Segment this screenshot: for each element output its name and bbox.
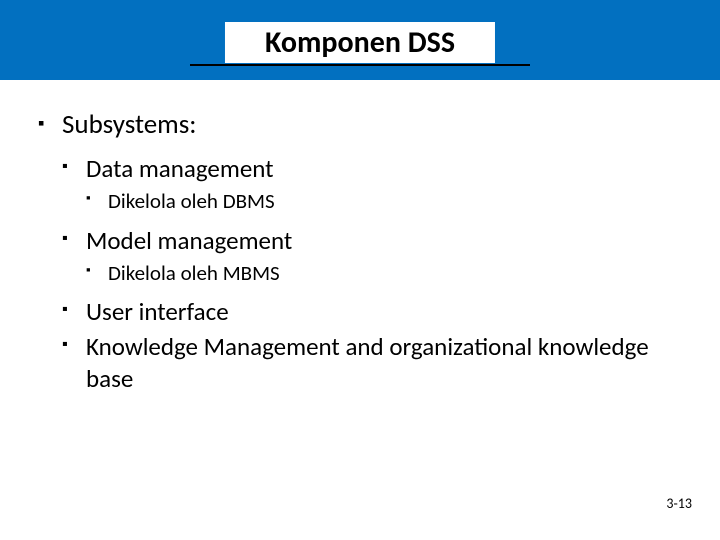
- bullet-list-lvl2: Data management Dikelola oleh DBMS Model…: [62, 153, 682, 394]
- bullet-mbms: Dikelola oleh MBMS: [86, 260, 682, 286]
- bullet-text: Subsystems:: [62, 108, 197, 141]
- bullet-user-interface: User interface: [62, 296, 682, 327]
- bullet-text: Model management: [86, 225, 292, 256]
- bullet-text: User interface: [86, 296, 229, 327]
- bullet-data-management: Data management Dikelola oleh DBMS: [62, 153, 682, 215]
- title-box: Komponen DSS: [225, 22, 495, 63]
- bullet-text: Dikelola oleh MBMS: [108, 260, 280, 286]
- bullet-list-lvl3: Dikelola oleh MBMS: [86, 260, 682, 286]
- content-area: Subsystems: Data management Dikelola ole…: [38, 108, 682, 400]
- slide: Komponen DSS Subsystems: Data management…: [0, 0, 720, 540]
- page-number: 3-13: [666, 495, 692, 512]
- slide-title: Komponen DSS: [265, 24, 455, 61]
- bullet-subsystems: Subsystems: Data management Dikelola ole…: [38, 108, 682, 394]
- bullet-text: Dikelola oleh DBMS: [108, 188, 275, 214]
- title-underline: [190, 64, 530, 66]
- bullet-list-lvl1: Subsystems: Data management Dikelola ole…: [38, 108, 682, 394]
- bullet-list-lvl3: Dikelola oleh DBMS: [86, 188, 682, 214]
- bullet-knowledge-management: Knowledge Management and organizational …: [62, 331, 682, 394]
- bullet-model-management: Model management Dikelola oleh MBMS: [62, 225, 682, 287]
- bullet-text: Knowledge Management and organizational …: [86, 331, 649, 393]
- bullet-dbms: Dikelola oleh DBMS: [86, 188, 682, 214]
- bullet-text: Data management: [86, 153, 274, 184]
